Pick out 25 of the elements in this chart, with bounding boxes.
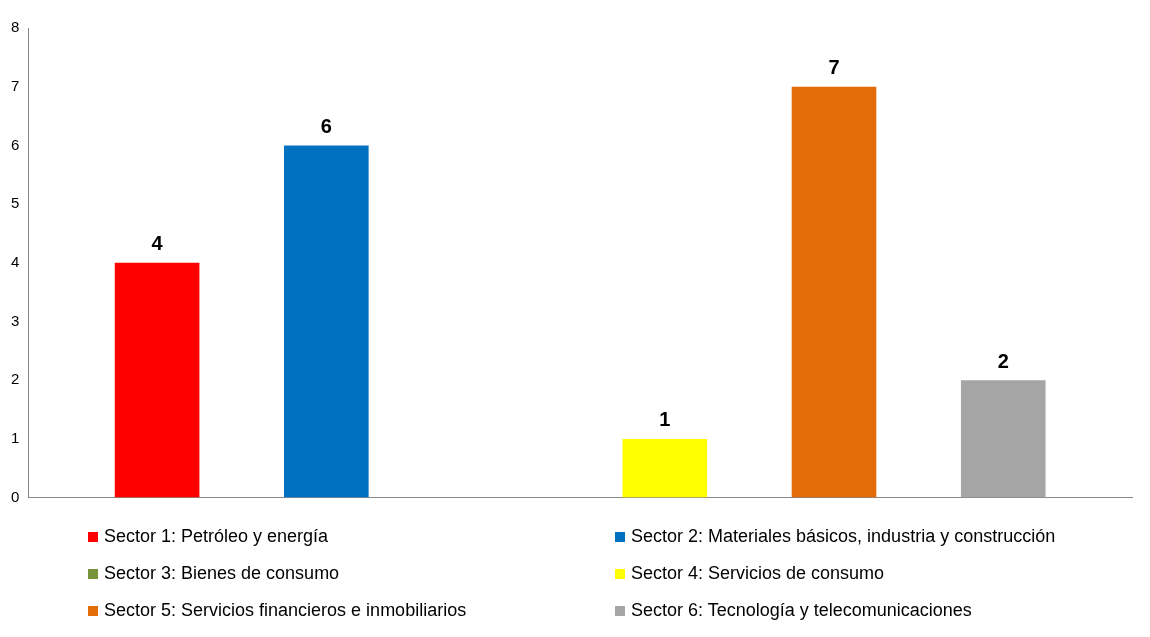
bar bbox=[791, 86, 877, 498]
bar bbox=[114, 262, 200, 498]
data-label: 6 bbox=[320, 114, 332, 137]
data-label: 2 bbox=[997, 349, 1009, 372]
y-tick-label: 1 bbox=[11, 429, 20, 447]
y-tick-label: 2 bbox=[11, 370, 20, 388]
legend-label: Sector 4: Servicios de consumo bbox=[631, 563, 885, 584]
legend-label: Sector 5: Servicios financieros e inmobiliarios bbox=[104, 600, 467, 621]
y-tick-label: 3 bbox=[11, 311, 20, 329]
y-tick-label: 6 bbox=[11, 135, 20, 153]
bar bbox=[284, 145, 369, 498]
y-tick-label: 5 bbox=[11, 194, 20, 212]
y-tick-label: 8 bbox=[11, 18, 20, 36]
legend-label: Sector 3: Bienes de consumo bbox=[104, 563, 340, 584]
data-label: 1 bbox=[659, 408, 671, 431]
y-tick-label: 7 bbox=[11, 76, 20, 94]
legend-label: Sector 1: Petróleo y energía bbox=[104, 526, 329, 547]
y-tick-label: 0 bbox=[11, 487, 20, 505]
data-label: 4 bbox=[151, 232, 164, 255]
data-label: 7 bbox=[828, 56, 840, 79]
legend-label: Sector 2: Materiales básicos, industria y construcción bbox=[631, 526, 1056, 547]
y-tick-label: 4 bbox=[11, 252, 20, 270]
legend-label: Sector 6: Tecnología y telecomunicaciones bbox=[631, 600, 972, 621]
bar bbox=[622, 438, 708, 498]
bar bbox=[960, 380, 1046, 498]
